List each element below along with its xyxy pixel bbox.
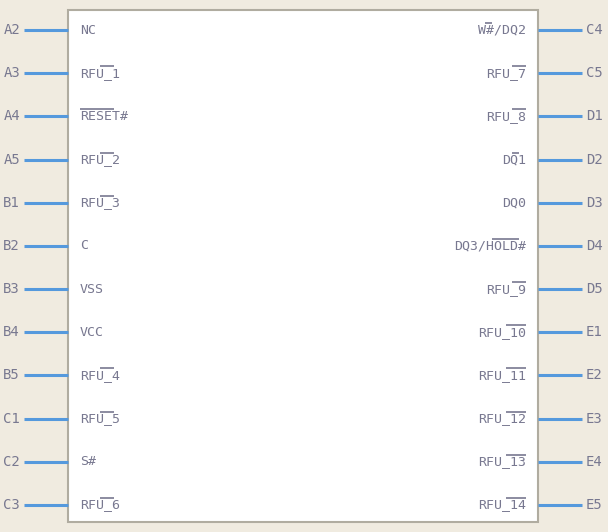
Text: A3: A3 [3, 66, 20, 80]
Text: RFU_9: RFU_9 [486, 282, 526, 296]
Text: RFU_3: RFU_3 [80, 196, 120, 209]
Text: E2: E2 [586, 369, 603, 383]
Text: B5: B5 [3, 369, 20, 383]
Text: E1: E1 [586, 325, 603, 339]
Text: RFU_6: RFU_6 [80, 498, 120, 511]
Text: RESET#: RESET# [80, 110, 128, 123]
Text: C: C [80, 239, 88, 252]
Text: RFU_10: RFU_10 [478, 326, 526, 339]
Text: RFU_5: RFU_5 [80, 412, 120, 425]
Text: E3: E3 [586, 412, 603, 426]
Text: DQ0: DQ0 [502, 196, 526, 209]
Text: DQ1: DQ1 [502, 153, 526, 166]
Text: A2: A2 [3, 23, 20, 37]
Text: B4: B4 [3, 325, 20, 339]
Text: C3: C3 [3, 498, 20, 512]
Text: W#/DQ2: W#/DQ2 [478, 23, 526, 37]
Text: S#: S# [80, 455, 96, 468]
Text: RFU_12: RFU_12 [478, 412, 526, 425]
Text: A5: A5 [3, 153, 20, 167]
Text: D5: D5 [586, 282, 603, 296]
Text: C4: C4 [586, 23, 603, 37]
Text: RFU_13: RFU_13 [478, 455, 526, 468]
Text: RFU_1: RFU_1 [80, 66, 120, 80]
Text: RFU_2: RFU_2 [80, 153, 120, 166]
Text: C1: C1 [3, 412, 20, 426]
Text: D3: D3 [586, 196, 603, 210]
Bar [68, 10, 538, 522]
Text: RFU_7: RFU_7 [486, 66, 526, 80]
Text: NC: NC [80, 23, 96, 37]
Text: B1: B1 [3, 196, 20, 210]
Text: RFU_8: RFU_8 [486, 110, 526, 123]
Text: E4: E4 [586, 455, 603, 469]
Text: VSS: VSS [80, 282, 104, 296]
Text: RFU_14: RFU_14 [478, 498, 526, 511]
Text: D4: D4 [586, 239, 603, 253]
Text: D2: D2 [586, 153, 603, 167]
Text: B2: B2 [3, 239, 20, 253]
Text: DQ3/HOLD#: DQ3/HOLD# [454, 239, 526, 252]
Text: E5: E5 [586, 498, 603, 512]
Text: B3: B3 [3, 282, 20, 296]
Text: D1: D1 [586, 110, 603, 123]
Text: A4: A4 [3, 110, 20, 123]
Text: C5: C5 [586, 66, 603, 80]
Text: RFU_11: RFU_11 [478, 369, 526, 382]
Text: C2: C2 [3, 455, 20, 469]
Text: RFU_4: RFU_4 [80, 369, 120, 382]
Text: VCC: VCC [80, 326, 104, 339]
